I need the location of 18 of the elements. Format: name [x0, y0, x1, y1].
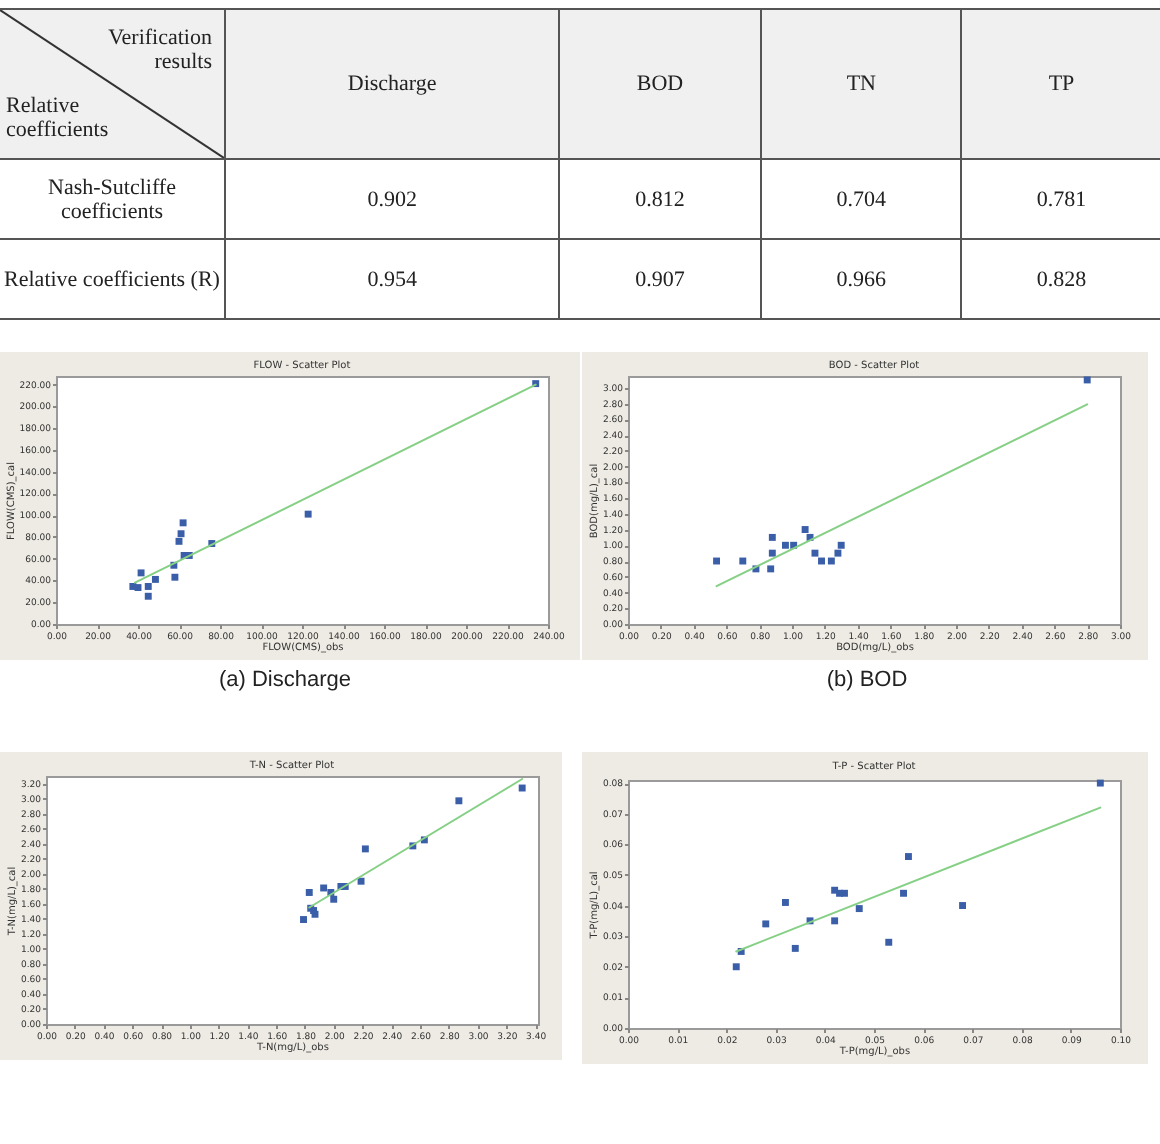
- text: (a) Discharge: [216, 668, 354, 692]
- text: 0.828: [961, 239, 1160, 319]
- text: 0.966: [760, 239, 962, 319]
- text: BOD: [559, 9, 761, 159]
- text: 0.954: [225, 239, 560, 319]
- text: 0.781: [961, 159, 1160, 239]
- text: Discharge: [225, 9, 560, 159]
- text: TP: [961, 9, 1160, 159]
- text: Relative coefficients (R): [0, 239, 225, 319]
- text: TN: [760, 9, 962, 159]
- text: (b) BOD: [824, 668, 910, 692]
- text: 0.812: [559, 159, 761, 239]
- text: 0.704: [760, 159, 962, 239]
- text: 0.907: [559, 239, 761, 319]
- text: Verification results: [106, 26, 212, 74]
- text: 0.902: [225, 159, 560, 239]
- text: Nash-Sutcliffe coefficients: [0, 159, 225, 239]
- text: Relative coefficients: [6, 94, 111, 142]
